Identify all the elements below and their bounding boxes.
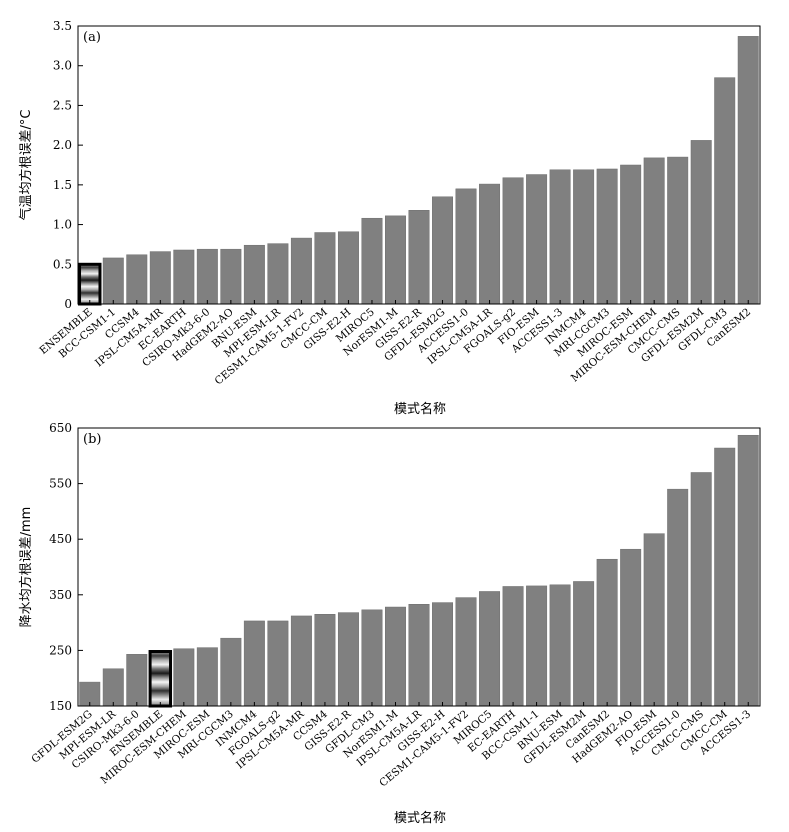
panel-b-bar <box>479 591 501 707</box>
panel-a-bar <box>102 257 124 305</box>
panel-a-frame <box>77 25 761 305</box>
panel-b-bar <box>573 581 595 707</box>
panel-a-bar <box>149 251 171 305</box>
panel-b-bars <box>79 434 759 708</box>
panel-a-bar <box>243 244 265 305</box>
panel-b-bar <box>714 447 736 707</box>
panel-b-bar <box>220 637 242 707</box>
panel-a-bar <box>385 215 406 305</box>
panel-a-bar <box>690 140 712 305</box>
panel-b-bar <box>596 558 618 707</box>
panel-a-ytick-label: 3.0 <box>53 59 72 73</box>
panel-a-bar <box>573 169 595 305</box>
panel-a-ytick-label: 2.0 <box>53 138 72 152</box>
panel-a-bar <box>596 168 618 305</box>
panel-b-bar <box>502 586 524 707</box>
panel-a-yticks: 0 0.5 1.0 1.5 2.0 2.5 3.0 3.5 <box>53 19 83 311</box>
panel-a-bar <box>667 156 689 305</box>
panel-b-bar <box>173 648 195 707</box>
panel-a-bar <box>290 237 312 305</box>
panel-b-ytick-label: 450 <box>49 532 72 546</box>
panel-a-bar <box>196 248 218 305</box>
panel-a-ytick-label: 1.0 <box>53 218 72 232</box>
panel-a-bar <box>361 217 383 305</box>
panel-a-bar <box>526 174 548 305</box>
panel-b-frame <box>77 427 761 707</box>
panel-a-categories: ENSEMBLEBCC-CSM1-1CCSM4IPSL-CM5A-MREC-EA… <box>37 300 753 387</box>
panel-b-bar <box>361 609 383 707</box>
panel-b-bar <box>314 614 336 707</box>
panel-a-ytick-label: 1.5 <box>53 178 72 192</box>
panel-b-bar <box>102 668 124 707</box>
panel-a-bar <box>620 164 642 305</box>
panel-a-bar <box>643 157 665 305</box>
panel-a-bar <box>337 231 359 305</box>
panel-a-ytick-label: 0.5 <box>53 257 72 271</box>
panel-a-tag: (a) <box>83 30 101 45</box>
panel-b-bar <box>620 548 642 707</box>
panel-b-bar <box>126 654 148 707</box>
panel-a-bar <box>126 254 148 305</box>
panel-b-ytick-label: 350 <box>49 588 72 602</box>
panel-b-bar <box>385 606 406 707</box>
panel-b-bar <box>455 597 477 707</box>
panel-a-bar <box>714 77 736 305</box>
panel-a-bar <box>173 249 195 305</box>
panel-a-bar <box>502 177 524 305</box>
panel-a-bar <box>432 196 454 305</box>
panel-a-bar <box>267 243 289 305</box>
panel-b-ytick-label: 150 <box>49 699 72 713</box>
panel-a-bar <box>455 188 477 305</box>
panel-a-bar-ensemble <box>78 262 102 306</box>
panel-a-ytick-label: 2.5 <box>53 98 72 112</box>
panel-b-tag: (b) <box>83 432 101 447</box>
panel-b-bar <box>337 612 359 707</box>
panel-b-yticks: 150 250 350 450 550 650 <box>49 421 83 713</box>
panel-b-bar-ensemble <box>148 650 173 708</box>
panel-b-ytick-label: 550 <box>49 477 72 491</box>
panel-b-bar <box>549 584 571 707</box>
panel-a-bar <box>737 36 759 305</box>
panel-b-ytick-label: 650 <box>49 421 72 435</box>
panel-a-bar <box>479 183 501 305</box>
panel-b-bar <box>432 602 454 707</box>
panel-a-ytick-label: 0 <box>64 297 72 311</box>
panel-a: 0 0.5 1.0 1.5 2.0 2.5 3.0 3.5 ENSEMBLEBCC-CSM1-… <box>18 19 761 417</box>
panel-a-bar <box>220 248 242 305</box>
panel-b-bar <box>408 604 430 707</box>
panel-b-ytick-label: 250 <box>49 643 72 657</box>
panel-b-ylabel: 降水均方根误差/mm <box>18 507 34 628</box>
panel-a-xlabel: 模式名称 <box>394 401 446 417</box>
panel-b-categories: GFDL-ESM2GMPI-ESM-LRCSIRO-Mk3-6-0ENSEMBL… <box>29 702 753 789</box>
panel-b-bar <box>526 585 548 707</box>
panel-a-bar <box>408 210 430 305</box>
panel-a-ytick-label: 3.5 <box>53 19 72 33</box>
panel-a-bars <box>78 36 759 306</box>
panel-b-bar <box>243 620 265 707</box>
panel-b: 150 250 350 450 550 650 GFDL-ESM2GMPI-ESM-LRC… <box>18 421 761 826</box>
panel-a-bar <box>549 169 571 305</box>
panel-b-bar <box>267 620 289 707</box>
panel-a-bar <box>314 232 336 305</box>
panel-b-bar <box>196 647 218 707</box>
panel-b-bar <box>667 488 689 707</box>
panel-b-xlabel: 模式名称 <box>394 810 446 826</box>
panel-b-bar <box>643 533 665 707</box>
panel-a-ylabel: 气温均方根误差/°C <box>18 110 34 221</box>
panel-b-bar <box>290 615 312 707</box>
panel-b-bar <box>690 472 712 707</box>
panel-b-bar <box>737 434 759 707</box>
